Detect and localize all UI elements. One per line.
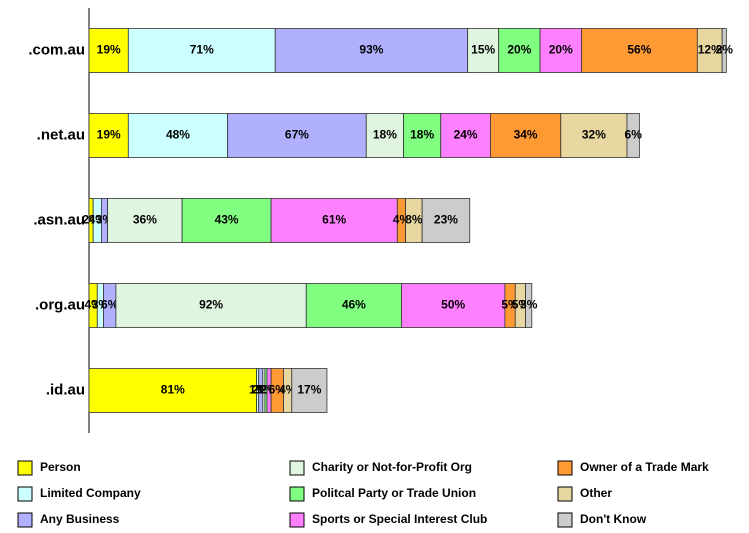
legend-label: Sports or Special Interest Club <box>312 512 487 526</box>
value-label: 6% <box>625 128 643 142</box>
legend-swatch <box>289 512 305 528</box>
legend-swatch <box>557 512 573 528</box>
category-label: .net.au <box>37 126 85 143</box>
legend-label: Person <box>40 460 81 474</box>
value-label: 34% <box>514 128 538 142</box>
value-label: 5% <box>512 298 530 312</box>
bar-segment <box>127 28 276 73</box>
category-label: .com.au <box>28 41 85 58</box>
category-label: .asn.au <box>33 211 85 228</box>
bar-segment <box>560 113 628 158</box>
value-label: 12% <box>698 43 722 57</box>
bar-segment <box>539 28 582 73</box>
value-label: 18% <box>373 128 397 142</box>
value-label: 48% <box>166 128 190 142</box>
bar-segment <box>270 198 398 243</box>
value-label: 17% <box>297 383 321 397</box>
value-label: 19% <box>97 43 121 57</box>
value-label: 36% <box>133 213 157 227</box>
value-label: 6% <box>101 298 119 312</box>
bar-segment <box>107 198 183 243</box>
value-label: 18% <box>410 128 434 142</box>
legend-swatch <box>17 512 33 528</box>
legend-label: Politcal Party or Trade Union <box>312 486 476 500</box>
legend-label: Charity or Not-for-Profit Org <box>312 460 472 474</box>
value-label: 93% <box>359 43 383 57</box>
bar-segment <box>626 113 640 158</box>
legend-swatch <box>557 486 573 502</box>
value-label: 56% <box>627 43 651 57</box>
bar-segment <box>181 198 272 243</box>
value-label: 20% <box>549 43 573 57</box>
bar-segment <box>365 113 404 158</box>
category-label: .org.au <box>35 296 85 313</box>
legend-label: Limited Company <box>40 486 141 500</box>
value-label: 5% <box>501 298 519 312</box>
bar-segment <box>525 283 533 328</box>
bar-segment <box>403 113 442 158</box>
legend-swatch <box>17 460 33 476</box>
bar-segment <box>721 28 727 73</box>
value-label: 32% <box>582 128 606 142</box>
value-label: 3% <box>520 298 538 312</box>
bar-segment <box>274 28 469 73</box>
value-label: 71% <box>190 43 214 57</box>
value-label: 2% <box>716 43 734 57</box>
legend-label: Any Business <box>40 512 120 526</box>
value-label: 43% <box>215 213 239 227</box>
bar-segment <box>88 368 258 413</box>
legend-label: Owner of a Trade Mark <box>580 460 709 474</box>
value-label: 50% <box>441 298 465 312</box>
bar-segment <box>421 198 471 243</box>
value-label: 46% <box>342 298 366 312</box>
value-label: 20% <box>507 43 531 57</box>
value-label: 92% <box>199 298 223 312</box>
bar-segment <box>490 113 562 158</box>
value-label: 67% <box>285 128 309 142</box>
legend-swatch <box>17 486 33 502</box>
value-label: 61% <box>322 213 346 227</box>
value-label: 15% <box>471 43 495 57</box>
legend-label: Don't Know <box>580 512 647 526</box>
bar-segment <box>115 283 307 328</box>
legend-label: Other <box>580 486 612 500</box>
value-label: 81% <box>161 383 185 397</box>
bar-segment <box>227 113 367 158</box>
legend-swatch <box>289 486 305 502</box>
bar-segment <box>305 283 402 328</box>
value-label: 8% <box>405 213 423 227</box>
legend-swatch <box>557 460 573 476</box>
legend-swatch <box>289 460 305 476</box>
value-label: 24% <box>454 128 478 142</box>
category-label: .id.au <box>46 381 85 398</box>
value-label: 6% <box>269 383 287 397</box>
value-label: 19% <box>97 128 121 142</box>
value-label: 23% <box>434 213 458 227</box>
bar-segment <box>291 368 328 413</box>
bar-segment <box>88 113 129 158</box>
